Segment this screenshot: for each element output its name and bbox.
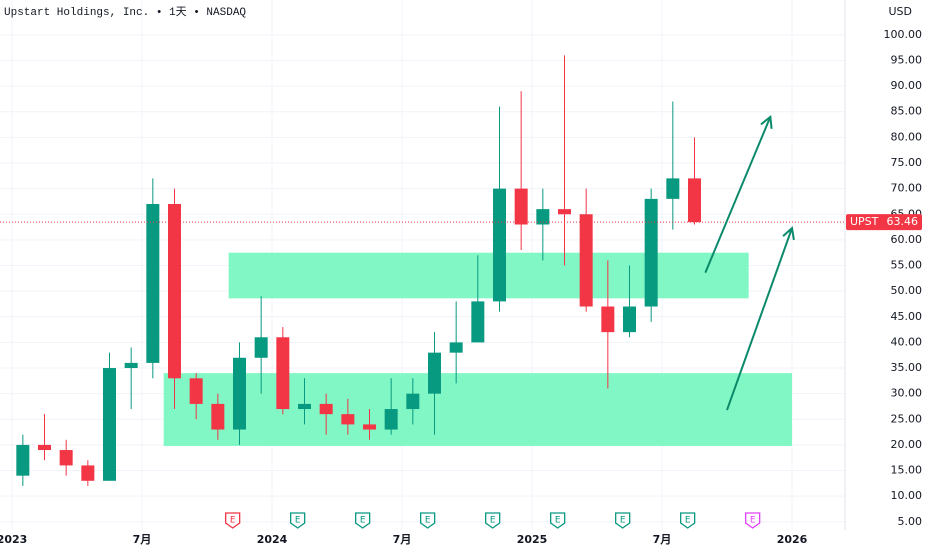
y-tick-label: 35.00 [891,361,923,374]
y-tick-label: 80.00 [891,130,923,143]
candle-body [298,403,311,410]
candle-body [168,204,181,379]
candle-body [666,178,680,199]
candle-body [59,450,73,466]
candle-body [254,337,268,358]
y-tick-label: 90.00 [891,79,923,92]
event-label: E [620,516,626,526]
zone [228,252,749,299]
candle-body [233,357,246,430]
y-tick-label: 70.00 [891,182,923,195]
y-tick-label: 95.00 [891,53,923,66]
x-tick-label: 2024 [257,533,288,546]
event-label: E [425,516,431,526]
event-badge [550,512,566,529]
candle-body [81,465,95,481]
x-tick-label: 7月 [393,533,412,546]
event-badge [225,512,241,529]
x-tick-label: 7月 [133,533,152,546]
y-tick-label: 75.00 [891,156,923,169]
event-label: E [295,516,301,526]
event-badge [420,512,436,529]
event-badge [680,512,696,529]
candle-body [146,204,160,363]
currency: USD [888,5,912,18]
candle-body [644,198,658,307]
chart-title: Upstart Holdings, Inc. • 1天 • NASDAQ [4,6,246,19]
candle-body [471,301,485,343]
event-label: E [555,516,561,526]
candle-body [341,414,355,425]
candle-body [493,188,506,302]
ticker-label: UPST [850,215,879,228]
candle-body [16,444,30,476]
x-tick-label: 2025 [517,533,548,546]
candle-body [428,352,441,394]
candle-body [449,342,463,353]
candle-body [103,368,116,481]
candle-body [189,378,203,404]
y-tick-label: 55.00 [891,259,923,272]
y-tick-label: 85.00 [891,105,923,118]
candle-body [579,214,593,307]
y-tick-label: 10.00 [891,489,923,502]
event-label: E [490,516,496,526]
candle-body [601,306,615,333]
y-tick-label: 5.00 [898,515,923,528]
y-tick-label: 100.00 [884,28,923,41]
event-badge [290,512,306,529]
zone [163,373,792,446]
event-badge [485,512,501,529]
candle-body [558,209,571,215]
event-label: E [230,516,236,526]
arrow-head [760,114,773,129]
y-tick-label: 45.00 [891,310,923,323]
candle-body [536,209,550,225]
event-badge [745,512,761,529]
candle-body [406,393,420,410]
event-label: E [750,516,756,526]
candle-body [276,337,290,410]
y-tick-label: 25.00 [891,412,923,425]
y-tick-label: 60.00 [891,233,923,246]
y-tick-label: 40.00 [891,335,923,348]
candle-body [623,306,636,333]
candle-body [384,409,398,430]
candle-body [363,424,376,430]
x-tick-label: 7月 [653,533,672,546]
event-label: E [685,516,691,526]
x-tick-label: 2026 [777,533,808,546]
candle-body [688,178,701,223]
arrow [704,116,772,274]
x-tick-label: 2023 [0,533,27,546]
arrow [726,227,793,411]
y-tick-label: 30.00 [891,387,923,400]
candle-body [211,403,225,430]
y-tick-label: 15.00 [891,464,923,477]
y-tick-label: 20.00 [891,438,923,451]
event-badge [355,512,371,529]
arrow-head [782,226,795,241]
last-price-label: 63.46 [887,215,919,228]
y-tick-label: 50.00 [891,284,923,297]
candle-body [319,403,333,415]
candle-body [514,188,528,225]
candle-body [38,444,51,451]
event-badge [615,512,631,529]
event-label: E [360,516,366,526]
candle-body [124,362,138,369]
price-label-bg [846,214,922,231]
